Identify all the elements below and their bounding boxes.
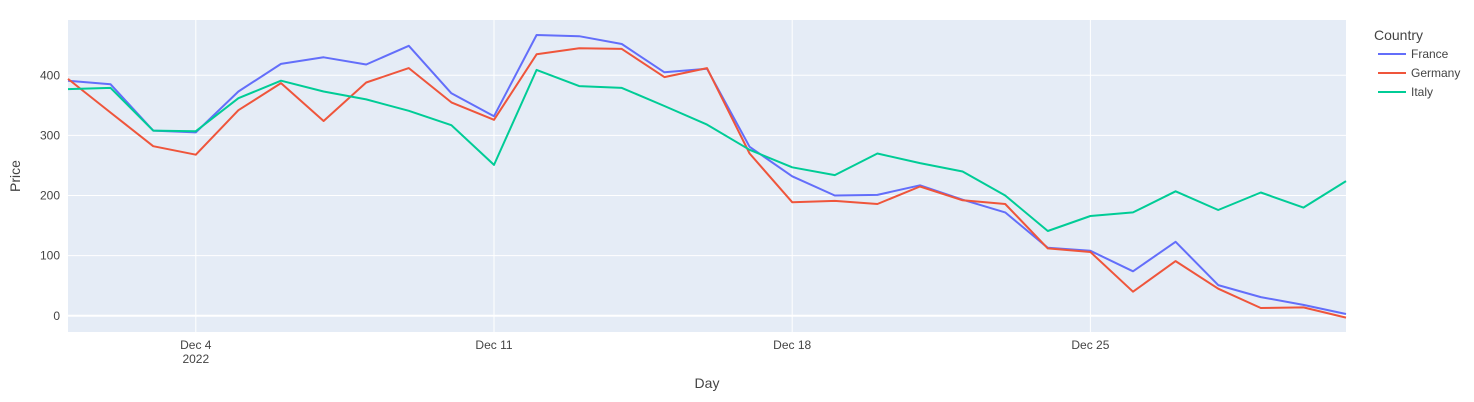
y-tick-label: 400 <box>40 68 60 82</box>
series-line-germany <box>67 47 1347 319</box>
y-tick-label: 100 <box>40 249 60 263</box>
series-lines <box>67 34 1347 319</box>
x-axis-title: Day <box>695 375 720 391</box>
legend-item-italy[interactable]: Italy <box>1411 85 1433 99</box>
y-tick-label: 300 <box>40 128 60 142</box>
plot-area <box>68 20 1346 332</box>
y-axis-title: Price <box>7 160 23 192</box>
legend-item-france[interactable]: France <box>1411 47 1449 61</box>
x-tick-label: Dec 11 <box>475 338 512 352</box>
y-tick-label: 200 <box>40 189 60 203</box>
x-tick-label: Dec 18 <box>773 338 811 352</box>
x-tick-label: Dec 4 <box>180 338 212 352</box>
series-line-italy <box>67 68 1347 232</box>
x-tick-label: Dec 25 <box>1071 338 1109 352</box>
x-tick-sublabel: 2022 <box>182 352 209 366</box>
y-axis-ticks: 0 100 200 300 400 <box>40 68 60 322</box>
legend-item-germany[interactable]: Germany <box>1411 66 1460 80</box>
y-tick-label: 0 <box>53 309 60 323</box>
legend-title: Country <box>1374 27 1423 43</box>
gridlines <box>68 20 1346 332</box>
legend[interactable]: Country France Germany Italy <box>1374 27 1460 99</box>
